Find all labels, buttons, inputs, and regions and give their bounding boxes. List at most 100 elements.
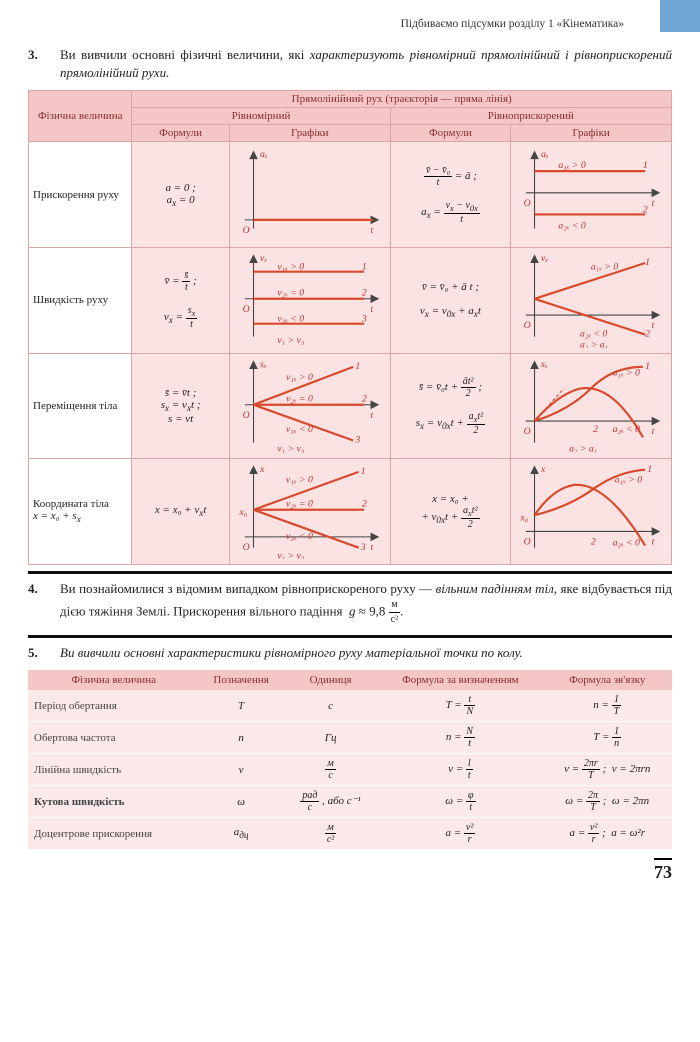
svg-text:v₁ > v₃: v₁ > v₃ [277, 551, 304, 559]
svg-text:a₂ₓ < 0: a₂ₓ < 0 [613, 423, 640, 434]
svg-text:2: 2 [643, 205, 648, 216]
graph-cell: aₓ t O a₁ₓ > 0 1 a₂ₓ < 0 2 [511, 142, 672, 248]
svg-text:aₓ: aₓ [260, 149, 268, 160]
page-number: 73 [654, 858, 672, 883]
item-num: 5. [28, 644, 44, 662]
svg-text:t: t [370, 542, 373, 553]
graph-vel-uniform: vₓ t O v₁ₓ > 01 v₂ₓ = 02 v₃ₓ < 03 v₁ > v… [234, 250, 386, 348]
svg-text:x₀: x₀ [238, 507, 247, 518]
row-label: Швидкість руху [29, 247, 132, 353]
svg-text:O: O [524, 320, 531, 331]
graph-coord-accel: x x₀ t O a₁ₓ > 01 a₂ₓ < 02 [515, 461, 667, 559]
row-label: Прискорення руху [29, 142, 132, 248]
svg-text:2: 2 [591, 537, 596, 548]
svg-text:a₂ₓ < 0: a₂ₓ < 0 [559, 221, 586, 232]
svg-text:a₂ₓ < 0: a₂ₓ < 0 [580, 329, 607, 340]
svg-text:v₃ₓ < 0: v₃ₓ < 0 [277, 313, 304, 324]
h-graphs: Графіки [229, 125, 390, 142]
svg-text:O: O [524, 537, 531, 548]
formula-cell: x = x₀ ++ v0xt + axt²2 [390, 459, 511, 565]
svg-text:v₁ₓ > 0: v₁ₓ > 0 [277, 261, 304, 272]
svg-text:x: x [259, 464, 265, 475]
formula-cell: s̄ = v̄t ;sx = vxt ;s = vt [132, 353, 230, 459]
formula-cell: s̄ = v̄₀t + āt²2 ; sx = v0xt + axt²2 [390, 353, 511, 459]
graph-cell: vₓ t O a₁ₓ > 0 1 a₂ₓ < 0 2 a₂ > a₁ [511, 247, 672, 353]
col: Формула зв'язку [542, 670, 672, 690]
svg-text:a₁ₓ > 0: a₁ₓ > 0 [615, 475, 642, 486]
graph-cell: sₓ t O v₁ₓ > 01 v₂ₓ = 02 v₃ₓ < 03 v₁ > v… [229, 353, 390, 459]
table-row: Доцентрове прискорення aдц мс² a = v²r a… [28, 818, 672, 850]
table-row: Прискорення руху a = 0 ;ax = 0 aₓ t O v̄… [29, 142, 672, 248]
graph-cell: x x₀ t O a₁ₓ > 01 a₂ₓ < 02 [511, 459, 672, 565]
graph-disp-accel: sₓ t O a₁ₓ > 01 a₂ₓ < 02 a₂ > a₁ [515, 356, 667, 454]
graph-accel-uniform: aₓ t O [234, 144, 386, 242]
svg-text:a₁ₓ > 0: a₁ₓ > 0 [591, 261, 618, 272]
svg-text:v₂ₓ = 0: v₂ₓ = 0 [286, 499, 313, 510]
item-3: 3. Ви вивчили основні фізичні величини, … [28, 46, 672, 82]
graph-disp-uniform: sₓ t O v₁ₓ > 01 v₂ₓ = 02 v₃ₓ < 03 v₁ > v… [234, 356, 386, 454]
h-formulas: Формули [132, 125, 230, 142]
item-num: 3. [28, 46, 44, 82]
svg-text:x₀: x₀ [520, 513, 529, 524]
svg-text:O: O [243, 542, 250, 553]
svg-text:2: 2 [362, 287, 367, 298]
divider [28, 571, 672, 574]
formula-cell: a = 0 ;ax = 0 [132, 142, 230, 248]
super-header: Прямолінійний рух (траєкторія — пряма лі… [132, 91, 672, 108]
table-row: Швидкість руху v̄ = s̄t ; vx = sxt vₓ t … [29, 247, 672, 353]
svg-text:v₁ > v₃: v₁ > v₃ [277, 335, 304, 346]
graph-cell: aₓ t O [229, 142, 390, 248]
svg-text:1: 1 [643, 160, 648, 171]
svg-text:2: 2 [362, 499, 367, 510]
graph-cell: vₓ t O v₁ₓ > 01 v₂ₓ = 02 v₃ₓ < 03 v₁ > v… [229, 247, 390, 353]
formula-cell: v̄ = s̄t ; vx = sxt [132, 247, 230, 353]
svg-text:1: 1 [645, 257, 650, 268]
svg-text:t: t [370, 304, 373, 315]
svg-text:t: t [652, 320, 655, 331]
kinematics-table: Фізична величина Прямолінійний рух (трає… [28, 90, 672, 564]
svg-text:v₃ₓ < 0: v₃ₓ < 0 [286, 423, 313, 434]
svg-text:O: O [524, 198, 531, 209]
item-5: 5. Ви вивчили основні характеристики рів… [28, 644, 672, 662]
formula-cell: v̄ = v̄₀ + ā t ; vx = v0x + axt [390, 247, 511, 353]
svg-text:2: 2 [645, 329, 650, 340]
svg-text:2: 2 [593, 423, 598, 434]
svg-text:v₁ₓ > 0: v₁ₓ > 0 [286, 371, 313, 382]
svg-text:t: t [652, 426, 655, 437]
item-text: Ви вивчили основні характеристики рівном… [60, 644, 672, 662]
svg-text:3: 3 [361, 313, 367, 324]
svg-text:3: 3 [354, 434, 360, 445]
row-label: Переміщення тіла [29, 353, 132, 459]
graph-cell: x t x₀ O v₁ₓ > 01 v₂ₓ = 02 v₃ₓ < 03 v₁ >… [229, 459, 390, 565]
graph-accel-accel: aₓ t O a₁ₓ > 0 1 a₂ₓ < 0 2 [515, 144, 667, 242]
table-row: Координата тіла x = x₀ + sx x = x₀ + vxt… [29, 459, 672, 565]
item-text: Ви вивчили основні фізичні величини, які… [60, 46, 672, 82]
svg-text:v₂ₓ = 0: v₂ₓ = 0 [277, 287, 304, 298]
svg-text:O: O [243, 409, 250, 420]
h-graphs2: Графіки [511, 125, 672, 142]
svg-text:v₃ₓ < 0: v₃ₓ < 0 [286, 531, 313, 542]
item-text: Ви познайомилися з відомим випадком рівн… [60, 580, 672, 627]
formula-cell: v̄ − v̄₀t = ā ; ax = vx − v0xt [390, 142, 511, 248]
svg-text:a₂ₓ < 0: a₂ₓ < 0 [613, 538, 640, 549]
svg-text:O: O [243, 304, 250, 315]
h-formulas2: Формули [390, 125, 511, 142]
svg-text:a₂ > a₁: a₂ > a₁ [580, 340, 608, 348]
svg-text:aₓ: aₓ [541, 149, 549, 160]
table-row: Лінійна швидкість v мс v = lt v = 2πrT ;… [28, 754, 672, 786]
svg-text:vₓ: vₓ [541, 253, 548, 264]
svg-text:t: t [652, 198, 655, 209]
corner-accent [660, 0, 700, 32]
svg-text:O: O [524, 426, 531, 437]
svg-text:1: 1 [361, 466, 366, 477]
page: Підбиваємо підсумки розділу 1 «Кінематик… [0, 0, 700, 860]
table-row: Обертова частота n Гц n = Nt T = 1n [28, 722, 672, 754]
table-row: Переміщення тіла s̄ = v̄t ;sx = vxt ;s =… [29, 353, 672, 459]
circular-motion-table: Фізична величина Позначення Одиниця Форм… [28, 670, 672, 850]
svg-text:sₓ: sₓ [541, 358, 548, 369]
col: Формула за визначенням [378, 670, 542, 690]
svg-text:vₓ: vₓ [260, 253, 267, 264]
col: Фізична величина [28, 670, 199, 690]
formula-cell: x = x₀ + vxt [132, 459, 230, 565]
svg-text:a₁ₓ > 0: a₁ₓ > 0 [559, 160, 586, 171]
